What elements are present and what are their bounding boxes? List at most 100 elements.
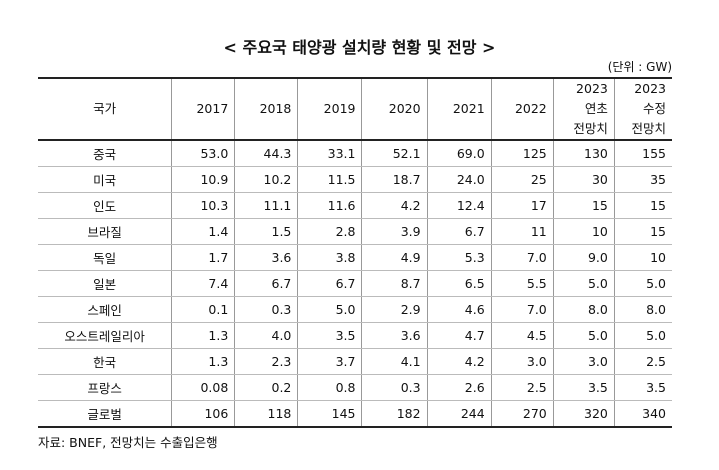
value-cell: 4.6	[426, 296, 492, 323]
value-cell: 5.0	[613, 270, 672, 297]
country-cell: 일본	[38, 270, 173, 297]
value-cell: 118	[234, 400, 299, 428]
value-cell: 0.3	[361, 374, 428, 401]
value-cell: 0.8	[297, 374, 363, 401]
value-cell: 155	[613, 140, 672, 167]
source-note: 자료: BNEF, 전망치는 수출입은행	[38, 435, 218, 450]
value-cell: 15	[613, 218, 672, 245]
header-cell: 2019	[297, 77, 363, 141]
country-cell: 프랑스	[38, 374, 173, 401]
value-cell: 11.5	[297, 166, 363, 193]
table-row: 미국 10.9 10.2 11.5 18.7 24.0 25 30 35	[38, 166, 672, 193]
value-cell: 130	[552, 140, 615, 167]
table-row: 일본 7.4 6.7 6.7 8.7 6.5 5.5 5.0 5.0	[38, 270, 672, 297]
value-cell: 11	[490, 218, 554, 245]
value-cell: 1.7	[171, 244, 236, 271]
value-cell: 24.0	[426, 166, 492, 193]
value-cell: 1.3	[171, 348, 236, 375]
value-cell: 5.0	[297, 296, 363, 323]
value-cell: 3.7	[297, 348, 363, 375]
value-cell: 8.7	[361, 270, 428, 297]
value-cell: 44.3	[234, 140, 299, 167]
value-cell: 3.0	[552, 348, 615, 375]
value-cell: 4.1	[361, 348, 428, 375]
value-cell: 0.08	[171, 374, 236, 401]
value-cell: 9.0	[552, 244, 615, 271]
header-cell: 2018	[234, 77, 299, 141]
value-cell: 69.0	[426, 140, 492, 167]
header-line: 연초	[584, 101, 608, 116]
value-cell: 106	[171, 400, 236, 428]
country-cell: 중국	[38, 140, 173, 167]
value-cell: 1.3	[171, 322, 236, 349]
table-row: 오스트레일리아 1.3 4.0 3.5 3.6 4.7 4.5 5.0 5.0	[38, 322, 672, 349]
header-line: 2023	[634, 81, 666, 96]
country-cell: 한국	[38, 348, 173, 375]
value-cell: 3.5	[613, 374, 672, 401]
value-cell: 1.4	[171, 218, 236, 245]
header-cell: 2021	[426, 77, 492, 141]
title: < 주요국 태양광 설치량 현황 및 전망 >	[223, 38, 496, 57]
value-cell: 11.1	[234, 192, 299, 219]
value-cell: 17	[490, 192, 554, 219]
value-cell: 52.1	[361, 140, 428, 167]
value-cell: 3.9	[361, 218, 428, 245]
value-cell: 10.9	[171, 166, 236, 193]
value-cell: 12.4	[426, 192, 492, 219]
value-cell: 10	[552, 218, 615, 245]
value-cell: 3.6	[234, 244, 299, 271]
value-cell: 3.5	[552, 374, 615, 401]
table-row: 중국 53.0 44.3 33.1 52.1 69.0 125 130 155	[38, 140, 672, 167]
value-cell: 2.5	[613, 348, 672, 375]
value-cell: 340	[613, 400, 672, 428]
table-row: 프랑스 0.08 0.2 0.8 0.3 2.6 2.5 3.5 3.5	[38, 374, 672, 401]
header-cell: 2017	[171, 77, 236, 141]
header-line: 전망치	[631, 121, 666, 136]
value-cell: 2.5	[490, 374, 554, 401]
value-cell: 182	[361, 400, 428, 428]
value-cell: 4.9	[361, 244, 428, 271]
value-cell: 4.2	[361, 192, 428, 219]
header-cell: 2023 연초 전망치	[552, 77, 615, 141]
value-cell: 7.0	[490, 296, 554, 323]
value-cell: 8.0	[613, 296, 672, 323]
header-row: 국가 2017 2018 2019 2020 2021 2022 2023 연초 전망치 2023 수…	[38, 77, 672, 141]
value-cell: 0.2	[234, 374, 299, 401]
value-cell: 25	[490, 166, 554, 193]
value-cell: 6.7	[426, 218, 492, 245]
value-cell: 6.7	[234, 270, 299, 297]
value-cell: 3.0	[490, 348, 554, 375]
value-cell: 5.5	[490, 270, 554, 297]
header-cell: 국가	[38, 77, 173, 141]
value-cell: 0.1	[171, 296, 236, 323]
country-cell: 글로벌	[38, 400, 173, 428]
table-row: 스페인 0.1 0.3 5.0 2.9 4.6 7.0 8.0 8.0	[38, 296, 672, 323]
value-cell: 10.3	[171, 192, 236, 219]
value-cell: 1.5	[234, 218, 299, 245]
value-cell: 270	[490, 400, 554, 428]
value-cell: 30	[552, 166, 615, 193]
value-cell: 125	[490, 140, 554, 167]
table-row: 한국 1.3 2.3 3.7 4.1 4.2 3.0 3.0 2.5	[38, 348, 672, 375]
country-cell: 브라질	[38, 218, 173, 245]
value-cell: 35	[613, 166, 672, 193]
value-cell: 5.0	[613, 322, 672, 349]
header-cell: 2022	[490, 77, 554, 141]
value-cell: 3.6	[361, 322, 428, 349]
value-cell: 4.2	[426, 348, 492, 375]
value-cell: 7.0	[490, 244, 554, 271]
value-cell: 5.0	[552, 270, 615, 297]
value-cell: 2.6	[426, 374, 492, 401]
value-cell: 145	[297, 400, 363, 428]
value-cell: 3.8	[297, 244, 363, 271]
value-cell: 15	[552, 192, 615, 219]
value-cell: 53.0	[171, 140, 236, 167]
value-cell: 8.0	[552, 296, 615, 323]
value-cell: 4.5	[490, 322, 554, 349]
country-cell: 독일	[38, 244, 173, 271]
header-line: 수정	[642, 101, 666, 116]
table-row: 인도 10.3 11.1 11.6 4.2 12.4 17 15 15	[38, 192, 672, 219]
value-cell: 5.0	[552, 322, 615, 349]
